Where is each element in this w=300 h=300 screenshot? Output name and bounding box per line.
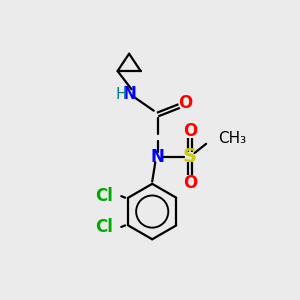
Text: O: O: [178, 94, 192, 112]
Text: Cl: Cl: [95, 218, 113, 236]
Text: O: O: [183, 174, 197, 192]
Text: CH₃: CH₃: [218, 131, 246, 146]
Text: N: N: [123, 85, 137, 103]
Text: Cl: Cl: [95, 187, 113, 205]
Text: N: N: [151, 148, 164, 166]
Text: H: H: [116, 87, 127, 102]
Text: S: S: [183, 147, 197, 167]
Text: O: O: [183, 122, 197, 140]
